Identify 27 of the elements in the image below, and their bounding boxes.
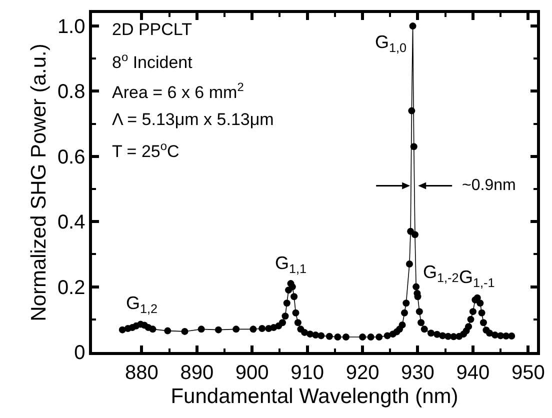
annotation: G$_{1,1}$: [275, 253, 307, 276]
x-tick-label: 950: [511, 362, 545, 384]
y-tick-label: 0.4: [57, 212, 86, 234]
annotation: Area = 6 x 6 mm$^{2}$: [112, 80, 244, 102]
x-tick-label: 940: [456, 362, 490, 384]
x-tick-label: 880: [125, 362, 158, 384]
annotation: Λ = 5.13μm x 5.13μm: [112, 110, 274, 129]
y-axis-title: Normalized SHG Power (a.u.): [28, 44, 51, 322]
x-tick-label: 910: [290, 362, 324, 384]
x-tick-label: 920: [346, 362, 380, 384]
y-tick-label: 0.2: [57, 276, 86, 299]
annotation: G$_{1,-2}$: [423, 262, 459, 285]
y-tick-label: 0.8: [57, 81, 86, 104]
y-tick-label: 0.6: [57, 146, 86, 168]
x-tick-label: 930: [401, 362, 434, 384]
x-tick-label: 890: [180, 362, 214, 384]
x-tick-label: 900: [235, 362, 269, 384]
annotation: 8$^{o}$ Incident: [112, 50, 193, 72]
annotation: 2D PPCLT: [112, 20, 192, 39]
annotation: T = 25$^{o}$C: [112, 139, 180, 162]
annotation: G$_{1,-1}$: [459, 267, 495, 290]
annotation: G$_{1,0}$: [375, 32, 407, 55]
x-axis-title: Fundamental Wavelength (nm): [170, 384, 458, 408]
y-tick-label: 0: [74, 342, 86, 364]
annotation: ~0.9nm: [462, 177, 516, 194]
annotation: G$_{1,2}$: [126, 293, 158, 316]
y-tick-label: 1.0: [57, 16, 86, 38]
